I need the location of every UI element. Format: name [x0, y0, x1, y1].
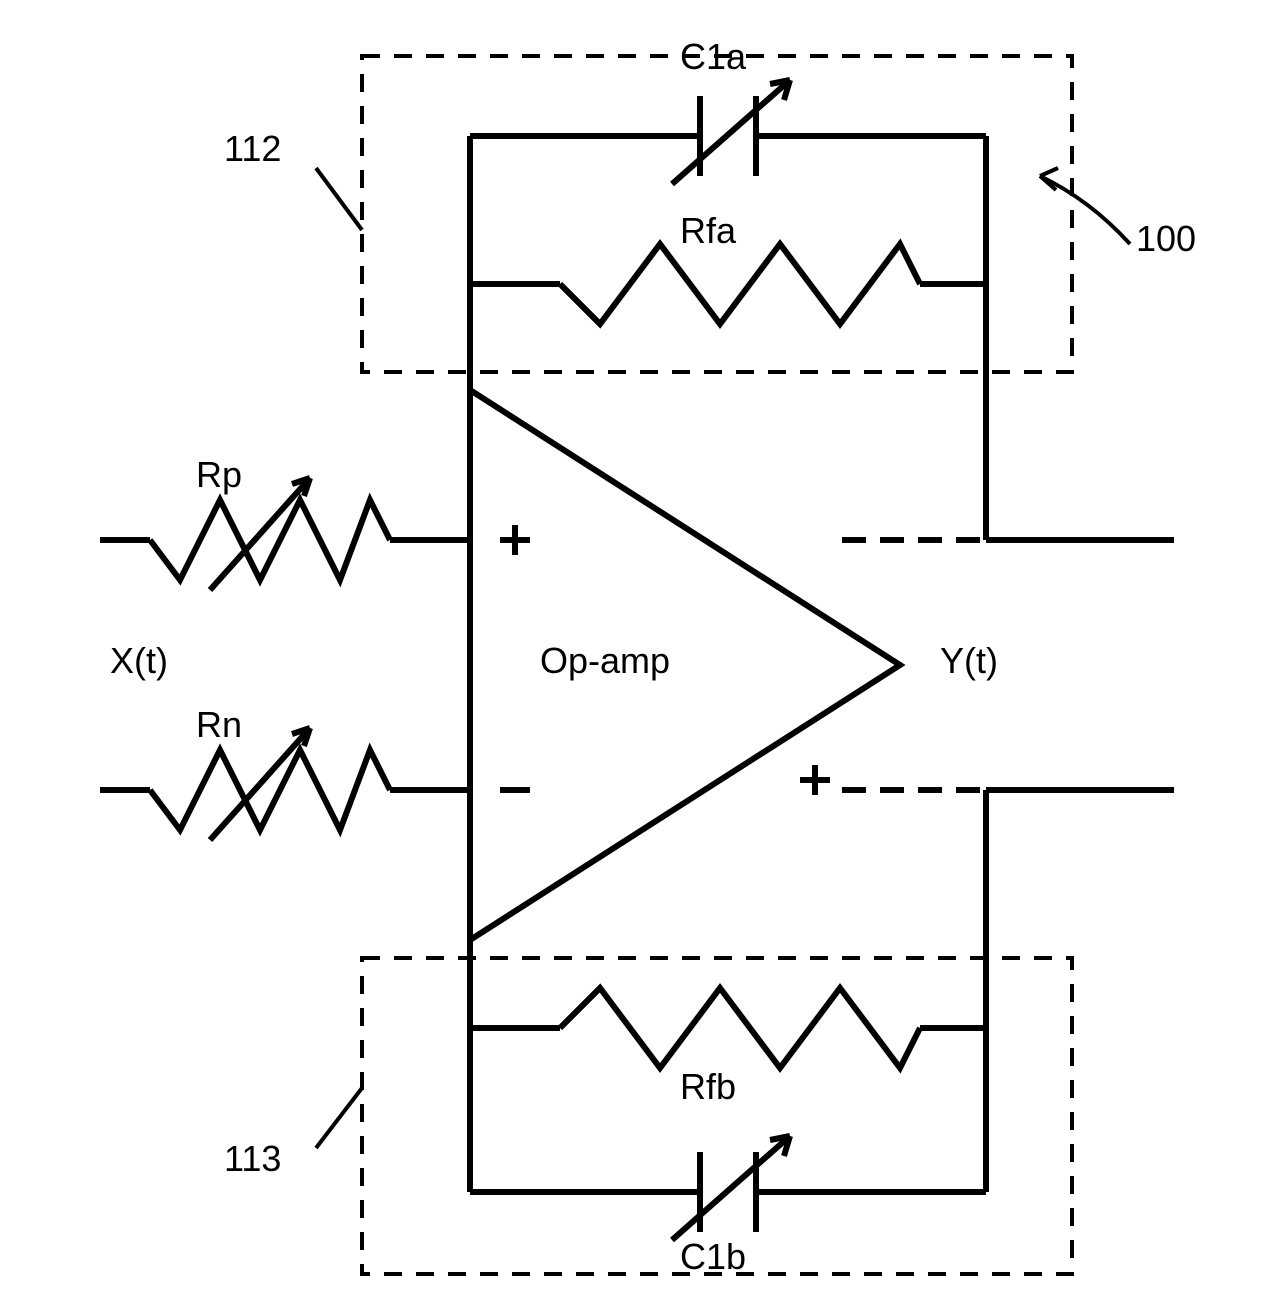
label-yt: Y(t)	[940, 640, 998, 682]
label-rp: Rp	[196, 454, 242, 496]
label-100: 100	[1136, 218, 1196, 260]
leader-113	[316, 1088, 362, 1148]
opamp-triangle	[470, 390, 900, 940]
label-rfa: Rfa	[680, 210, 736, 252]
leader-112	[316, 168, 362, 230]
label-113: 113	[224, 1138, 281, 1180]
label-opamp: Op-amp	[540, 640, 670, 682]
label-c1b: C1b	[680, 1236, 746, 1278]
label-rfb: Rfb	[680, 1066, 736, 1108]
label-c1a: C1a	[680, 36, 746, 78]
label-rn: Rn	[196, 704, 242, 746]
label-112: 112	[224, 128, 281, 170]
label-xt: X(t)	[110, 640, 168, 682]
